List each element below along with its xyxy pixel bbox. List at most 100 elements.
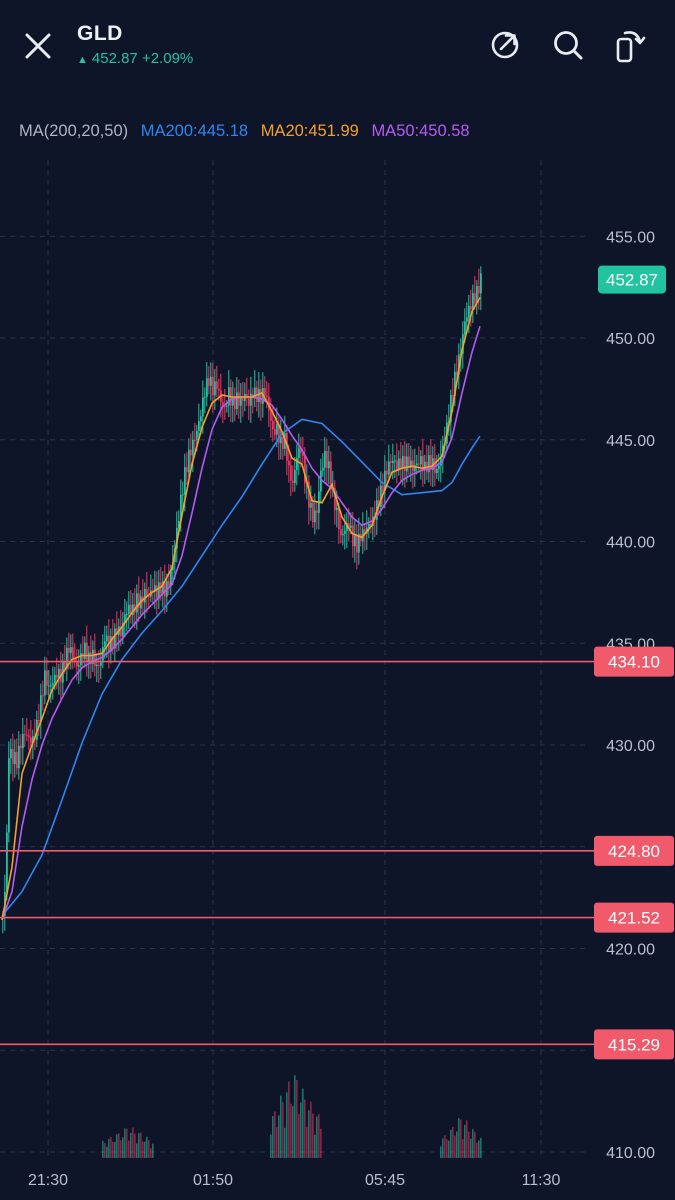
search-button[interactable] <box>549 26 587 64</box>
candle-body <box>300 448 302 454</box>
candle-body <box>164 581 166 597</box>
volume-bar <box>140 1132 142 1158</box>
volume-bar <box>442 1138 444 1158</box>
top-bar: GLD ▲ 452.87 +2.09% <box>0 0 675 90</box>
ma200-value: MA200:445.18 <box>140 122 249 140</box>
ma-indicator-legend[interactable]: MA(200,20,50) MA200:445.18 MA20:451.99 M… <box>19 122 478 141</box>
candle-body <box>420 456 422 465</box>
volume-bar <box>446 1139 448 1158</box>
candle-body <box>128 604 130 614</box>
volume-bar <box>458 1118 460 1158</box>
volume-bar <box>470 1138 472 1158</box>
candle-body <box>414 464 416 472</box>
candle-body <box>250 393 252 406</box>
candle-body <box>160 582 162 594</box>
volume-bar <box>476 1142 478 1158</box>
candle-body <box>246 393 248 399</box>
candle-body <box>48 685 50 687</box>
candle-body <box>358 534 360 553</box>
candle-body <box>344 530 346 534</box>
level-tag-label: 434.10 <box>608 653 660 672</box>
price-axis-label: 455.00 <box>606 229 655 246</box>
rotate-button[interactable] <box>611 26 649 64</box>
candle-body <box>222 401 224 407</box>
candle-body <box>286 432 288 462</box>
candle-body <box>194 439 196 441</box>
candle-body <box>312 502 314 523</box>
candle-body <box>198 421 200 432</box>
candle-body <box>100 662 102 666</box>
share-button[interactable] <box>487 26 525 64</box>
candle-body <box>336 507 338 511</box>
volume-bar <box>142 1141 144 1158</box>
candle-body <box>364 529 366 534</box>
time-axis-label: 11:30 <box>522 1172 561 1189</box>
candle-body <box>326 451 328 469</box>
candle-body <box>440 456 442 466</box>
candle-body <box>204 396 206 398</box>
volume-bar <box>278 1115 280 1158</box>
candle-body <box>342 533 344 536</box>
candle-body <box>368 524 370 528</box>
candle-body <box>188 449 190 473</box>
ma50-value: MA50:450.58 <box>371 122 470 140</box>
candle-body <box>290 465 292 481</box>
close-icon <box>25 33 51 59</box>
volume-bar <box>450 1129 452 1158</box>
candle-body <box>112 636 114 649</box>
price-axis-label: 445.00 <box>606 433 655 450</box>
up-arrow-icon: ▲ <box>77 54 88 66</box>
candle-body <box>116 628 118 635</box>
volume-bar <box>474 1131 476 1158</box>
candle-body <box>30 737 32 744</box>
ma20-value: MA20:451.99 <box>260 122 359 140</box>
candle-body <box>304 455 306 484</box>
level-tag-label: 415.29 <box>608 1035 660 1054</box>
candle-body <box>260 388 262 404</box>
candle-body <box>384 470 386 492</box>
volume-bar <box>272 1116 274 1158</box>
candle-body <box>466 317 468 322</box>
volume-bar <box>116 1134 118 1158</box>
candle-body <box>126 613 128 615</box>
candle-body <box>408 456 410 468</box>
candle-body <box>92 649 94 665</box>
volume-bar <box>130 1132 132 1158</box>
candle-body <box>110 636 112 652</box>
volume-bar <box>122 1137 124 1158</box>
candle-body <box>400 458 402 469</box>
candle-body <box>66 647 68 669</box>
candle-body <box>308 481 310 508</box>
candle-body <box>96 664 98 667</box>
candle-body <box>382 485 384 492</box>
candle-body <box>240 396 242 406</box>
ma20-line <box>1 297 481 921</box>
level-tag <box>594 1029 674 1060</box>
close-button[interactable] <box>18 26 58 66</box>
candle-body <box>18 745 20 769</box>
volume-bar <box>132 1127 134 1158</box>
candle-body <box>296 458 298 471</box>
candle-body <box>392 460 394 464</box>
volume-bar <box>136 1143 138 1158</box>
volume-bar <box>314 1134 316 1158</box>
candle-body <box>396 460 398 471</box>
volume-bar <box>294 1075 296 1158</box>
volume-bar <box>146 1136 148 1158</box>
volume-bar <box>452 1126 454 1158</box>
volume-bar <box>464 1124 466 1158</box>
candle-body <box>238 392 240 406</box>
candle-body <box>196 431 198 440</box>
candle-body <box>234 398 236 410</box>
volume-bar <box>462 1138 464 1158</box>
price-axis-label: 420.00 <box>606 942 655 959</box>
volume-bar <box>472 1129 474 1158</box>
candle-body <box>398 458 400 471</box>
level-tag <box>594 902 674 933</box>
volume-bar <box>288 1081 290 1158</box>
candle-body <box>314 510 316 523</box>
candle-body <box>158 582 160 599</box>
volume-bar <box>134 1133 136 1158</box>
volume-bar <box>118 1133 120 1158</box>
